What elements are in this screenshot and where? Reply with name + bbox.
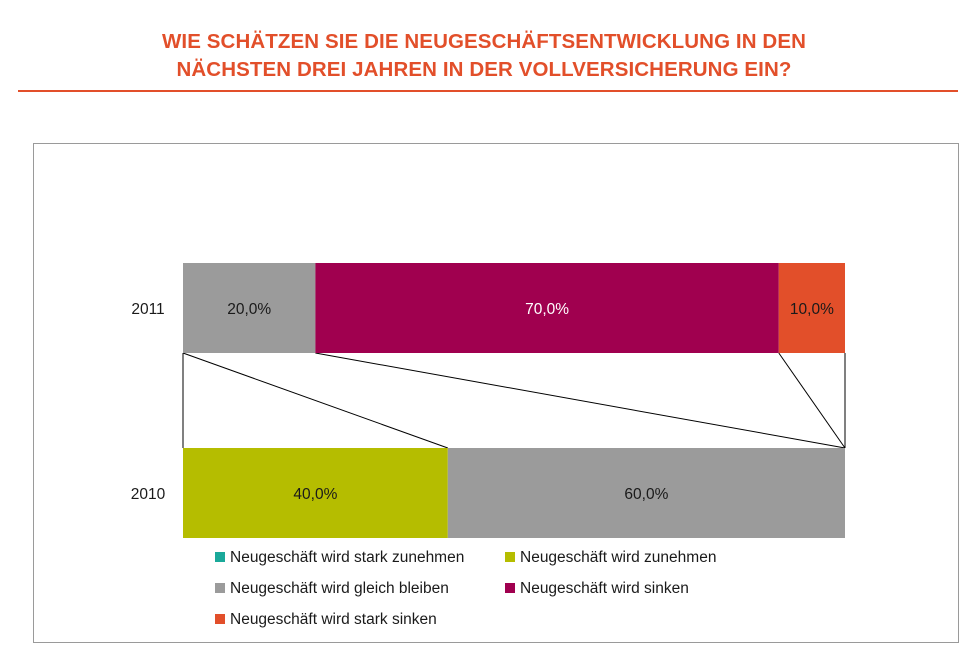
series-connector-line [778, 352, 846, 449]
legend-swatch-stark-sinken [215, 614, 225, 624]
data-label-2011-5: 10,0% [790, 301, 834, 318]
bar-segment-2011-5 [778, 263, 845, 353]
legend-label-stark-zunehmen: Neugeschäft wird stark zunehmen [230, 549, 465, 566]
legend-label-stark-sinken: Neugeschäft wird stark sinken [230, 611, 437, 628]
legend-label-sinken: Neugeschäft wird sinken [520, 580, 689, 597]
category-label-2011: 2011 [131, 301, 164, 318]
chart-title-line-2: NÄCHSTEN DREI JAHREN IN DER VOLLVERSICHE… [176, 58, 792, 81]
legend-item-stark-zunehmen: Neugeschäft wird stark zunehmen [215, 549, 464, 567]
data-label-2011-3: 20,0% [227, 301, 271, 318]
legend-swatch-gleich-bleiben [215, 583, 225, 593]
title-divider [18, 90, 958, 92]
chart-title-line-1: WIE SCHÄTZEN SIE DIE NEUGESCHÄFTSENTWICK… [161, 30, 807, 53]
legend-item-sinken: Neugeschäft wird sinken [505, 580, 689, 598]
bar-segment-2010-3 [447, 448, 845, 538]
chart-frame [33, 143, 959, 643]
legend-label-gleich-bleiben: Neugeschäft wird gleich bleiben [230, 580, 449, 597]
data-label-2010-3: 60,0% [624, 486, 668, 503]
legend-label-zunehmen: Neugeschäft wird zunehmen [520, 549, 717, 566]
series-connector-line [182, 352, 448, 449]
data-label-2011-4: 70,0% [525, 301, 569, 318]
chart-title: WIE SCHÄTZEN SIE DIE NEUGESCHÄFTSENTWICK… [20, 28, 948, 84]
bar-segment-2011-4 [315, 263, 779, 353]
legend-swatch-stark-zunehmen [215, 552, 225, 562]
legend-swatch-sinken [505, 583, 515, 593]
bar-segment-2010-2 [183, 448, 448, 538]
bar-segment-2011-3 [183, 263, 316, 353]
series-connector-line [315, 352, 846, 449]
legend-item-stark-sinken: Neugeschäft wird stark sinken [215, 611, 437, 629]
legend-item-zunehmen: Neugeschäft wird zunehmen [505, 549, 716, 567]
category-label-2010: 2010 [131, 486, 166, 503]
data-label-2010-2: 40,0% [293, 486, 337, 503]
legend-swatch-zunehmen [505, 552, 515, 562]
legend-item-gleich-bleiben: Neugeschäft wird gleich bleiben [215, 580, 449, 598]
